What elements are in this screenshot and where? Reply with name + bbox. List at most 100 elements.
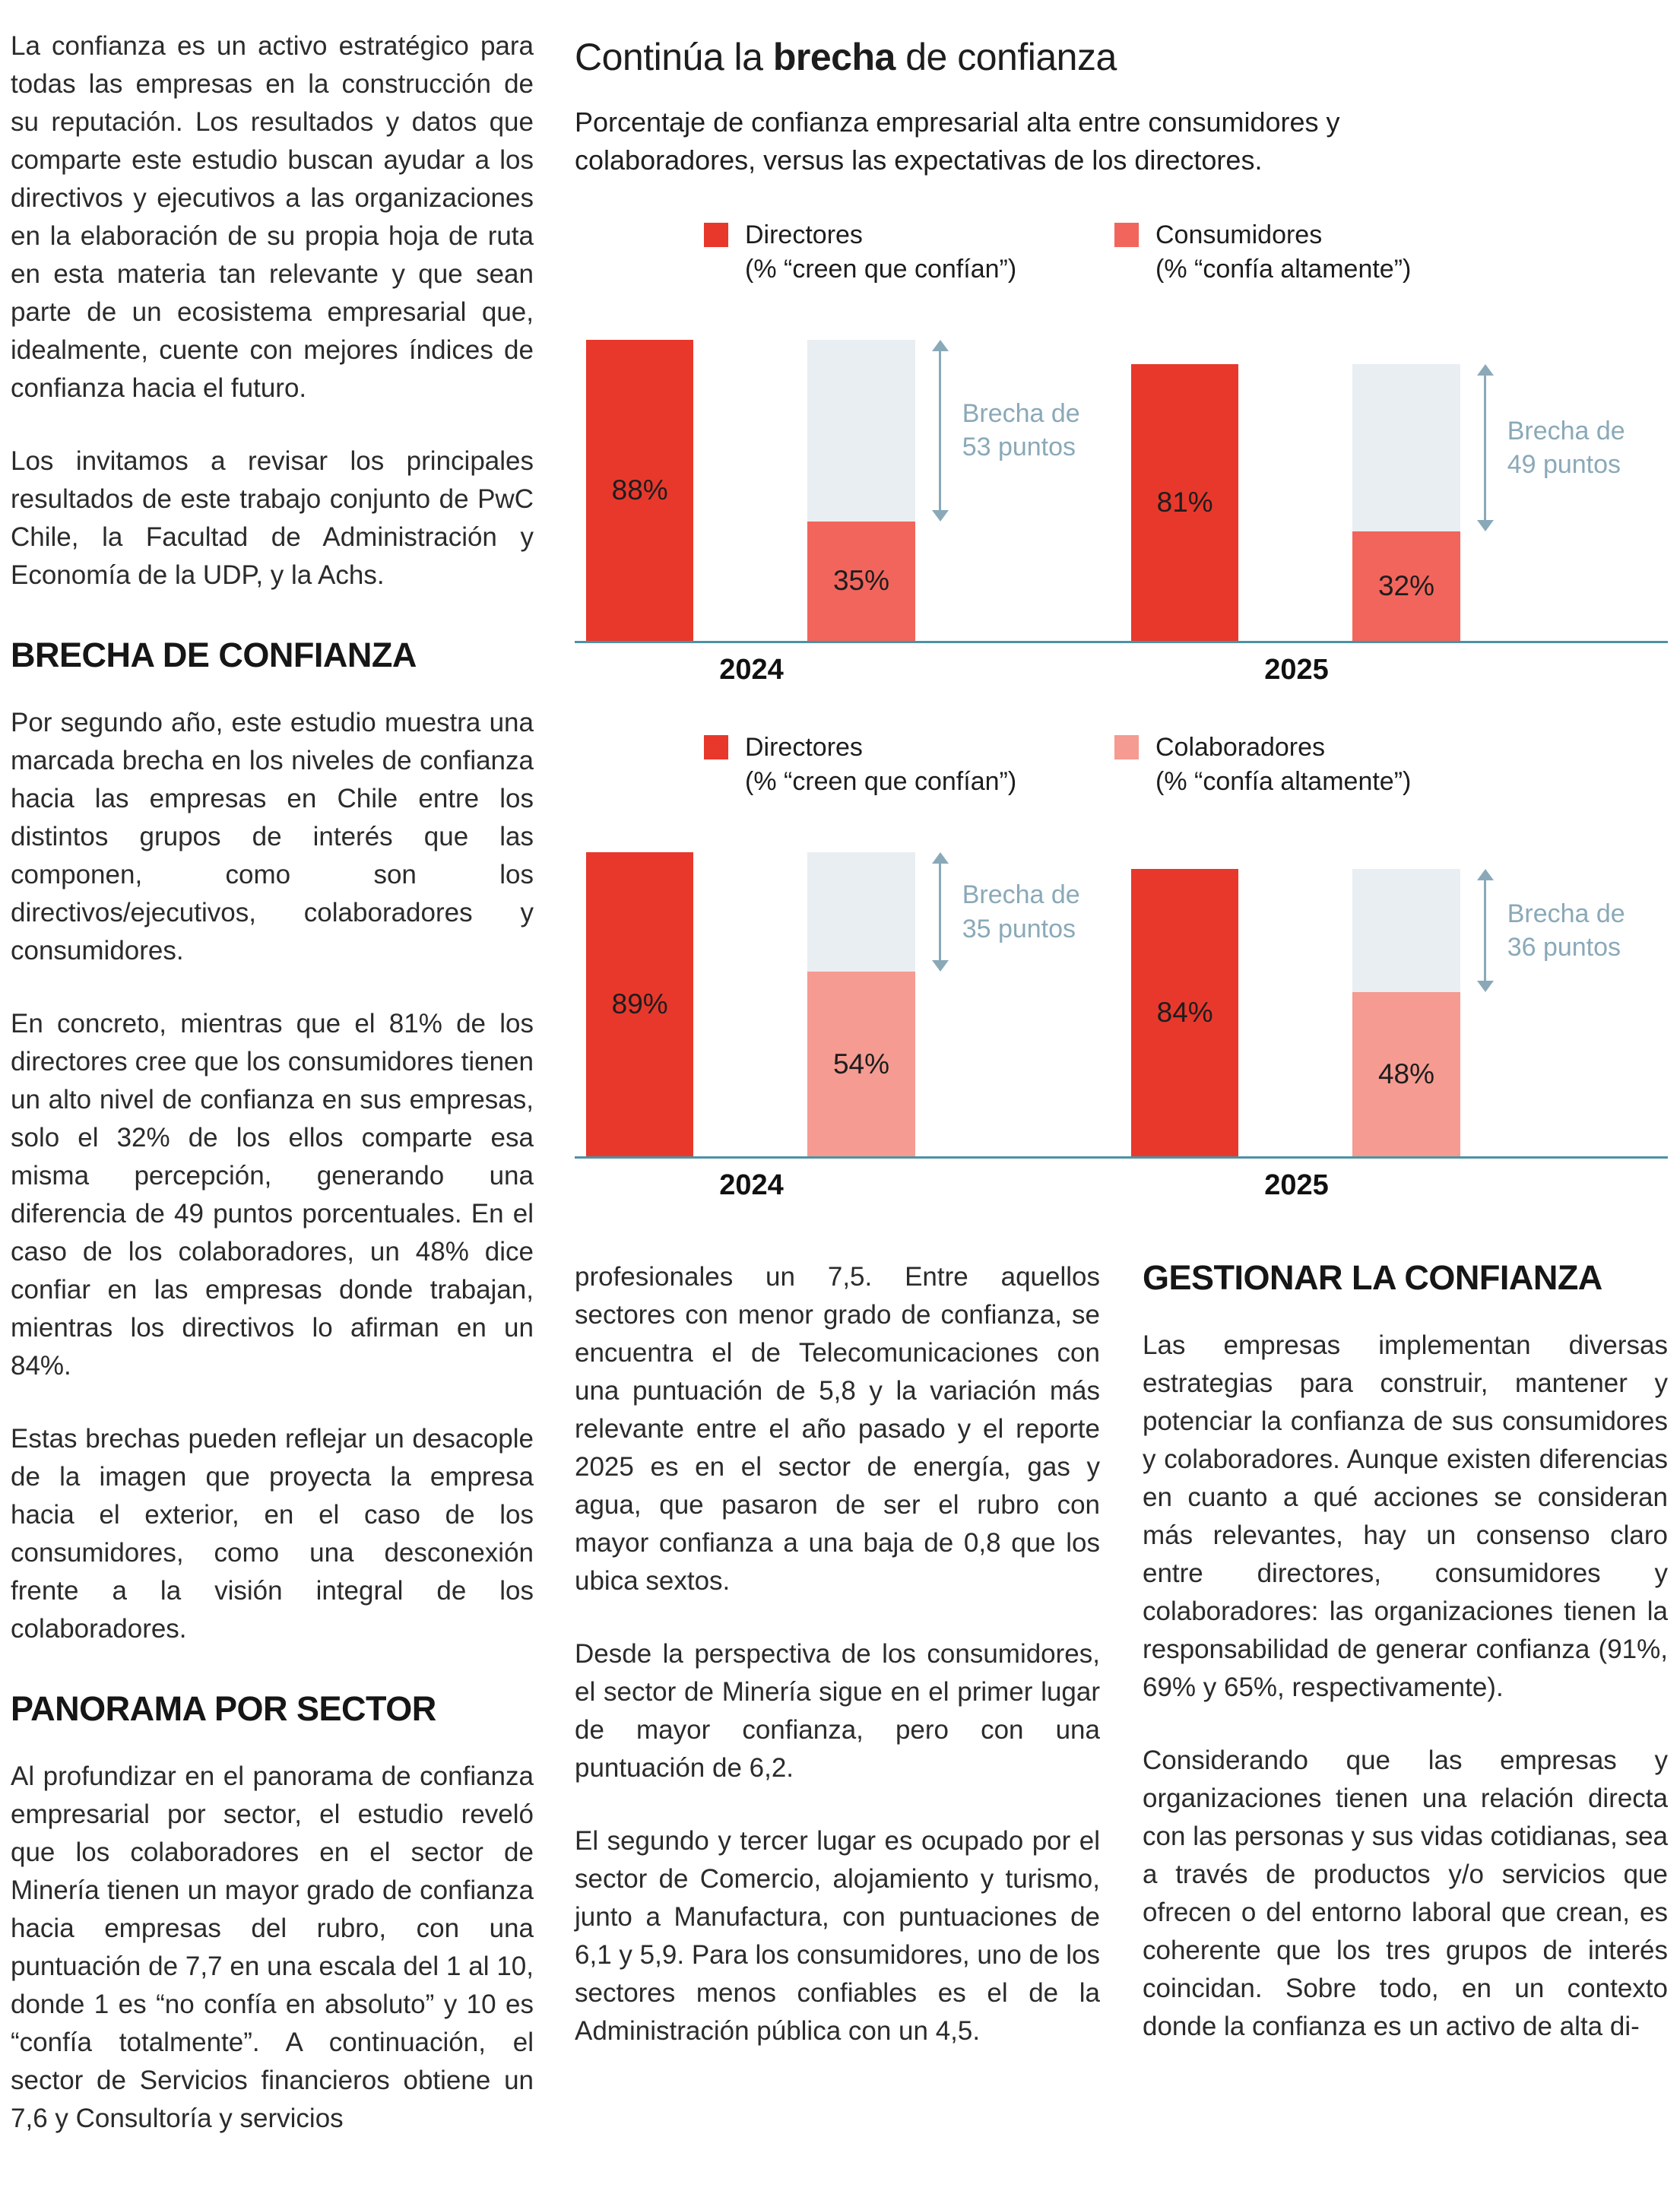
legend-swatch: [704, 735, 728, 760]
expectation-gap-bar: 54%: [807, 851, 915, 1157]
gap-annotation: Brecha de 53 puntos: [962, 340, 1120, 641]
arrow-down-icon: [1476, 520, 1494, 532]
right-region: Continúa la brecha de confianza Porcenta…: [575, 27, 1668, 2173]
gap-annotation-text: Brecha de 36 puntos: [1507, 899, 1625, 962]
arrow-shaft: [1484, 375, 1487, 521]
bar-group-2025: 81% 32% Brecha de 49 puntos: [1120, 363, 1665, 642]
legend-item: Consumidores (% “confía altamente”): [1114, 218, 1525, 287]
paragraph: Considerando que las empresas y organiza…: [1143, 1746, 1668, 2042]
bar-group-2024: 88% 35% Brecha de 53 puntos: [575, 340, 1120, 642]
section-heading-panorama: PANORAMA POR SECTOR: [11, 1689, 436, 1728]
arrow-down-icon: [1476, 981, 1494, 993]
left-text-column: La confianza es un activo estratégico pa…: [11, 27, 534, 2173]
chart-title: Continúa la brecha de confianza: [575, 35, 1668, 79]
paragraph: Las empresas implementan diversas estrat…: [1143, 1330, 1668, 1703]
gap-arrow: [1476, 363, 1495, 642]
legend-swatch: [1114, 735, 1139, 760]
trust-gap-figure: Continúa la brecha de confianza Porcenta…: [575, 35, 1668, 1202]
year-label: 2025: [1264, 1169, 1329, 1202]
group-value-label: 35%: [832, 565, 890, 597]
year-label: 2024: [719, 1169, 784, 1202]
year-label: 2025: [1264, 654, 1329, 686]
chart-subtitle: Porcentaje de confianza empresarial alta…: [575, 106, 1340, 176]
gap-annotation: Brecha de 49 puntos: [1507, 364, 1665, 642]
gap-annotation: Brecha de 35 puntos: [962, 852, 1120, 1157]
chart-legend: Directores (% “creen que confían”) Colabor…: [704, 731, 1668, 799]
arrow-shaft: [1484, 880, 1487, 981]
paragraph: Por segundo año, este estudio muestra un…: [11, 708, 534, 965]
paragraph: Al profundizar en el panorama de confian…: [11, 1761, 534, 2133]
expectation-gap-bar: 32%: [1352, 363, 1460, 642]
paragraph: Estas brechas pueden reflejar un desacop…: [11, 1424, 534, 1644]
chart-axis-line: [575, 1156, 1668, 1159]
section-heading-brecha: BRECHA DE CONFIANZA: [11, 636, 417, 674]
chart-years: 2024 2025: [575, 654, 1668, 686]
arrow-down-icon: [931, 960, 949, 972]
director-bar: 81%: [1131, 363, 1239, 642]
chart-years: 2024 2025: [575, 1169, 1668, 1202]
legend-item: Colaboradores (% “confía altamente”): [1114, 731, 1525, 799]
director-value-label: 88%: [611, 474, 668, 506]
trust-gap-chart-employees: Directores (% “creen que confían”) Colabor…: [575, 731, 1668, 1202]
director-bar: 84%: [1131, 869, 1239, 1157]
legend-swatch: [704, 223, 728, 248]
gap-arrow: [930, 851, 950, 1157]
section-heading-gestionar: GESTIONAR LA CONFIANZA: [1143, 1258, 1602, 1298]
middle-text-column: profesionales un 7,5. Entre aquellos sec…: [575, 1258, 1100, 2085]
chart-legend: Directores (% “creen que confían”) Consumi…: [704, 218, 1668, 287]
director-bar: 89%: [586, 851, 694, 1157]
group-value-label: 48%: [1377, 1058, 1435, 1090]
consumidores-bar: 32%: [1352, 531, 1460, 642]
paragraph: En concreto, mientras que el 81% de los …: [11, 1009, 534, 1381]
chart-plot: 88% 35% Brecha de 53 puntos 81% 32% Brecha de 4…: [575, 340, 1668, 642]
arrow-shaft: [939, 351, 942, 510]
chart-plot: 89% 54% Brecha de 35 puntos 84% 48% Brecha de 3…: [575, 851, 1668, 1157]
paragraph: profesionales un 7,5. Entre aquellos sec…: [575, 1262, 1100, 1596]
year-label: 2024: [719, 654, 784, 686]
group-value-label: 32%: [1377, 570, 1435, 602]
legend-label: Colaboradores (% “confía altamente”): [1155, 733, 1412, 796]
expectation-gap-bar: 48%: [1352, 869, 1460, 1157]
legend-label: Consumidores (% “confía altamente”): [1155, 220, 1412, 284]
chart-title-bold: brecha: [772, 36, 895, 78]
arrow-up-icon: [931, 340, 949, 352]
director-bar: 88%: [586, 340, 694, 642]
gap-annotation-text: Brecha de 53 puntos: [962, 399, 1080, 462]
chart-axis-line: [575, 641, 1668, 644]
bottom-text-columns: profesionales un 7,5. Entre aquellos sec…: [575, 1258, 1668, 2085]
trust-gap-chart-consumers: Directores (% “creen que confían”) Consumi…: [575, 218, 1668, 686]
paragraph: La confianza es un activo estratégico pa…: [11, 31, 534, 403]
director-value-label: 89%: [611, 988, 668, 1020]
legend-label: Directores (% “creen que confían”): [745, 220, 1017, 284]
paragraph: El segundo y tercer lugar es ocupado por…: [575, 1826, 1100, 2047]
arrow-up-icon: [1476, 363, 1494, 376]
legend-swatch: [1114, 223, 1139, 248]
gap-arrow: [930, 340, 950, 641]
legend-item: Directores (% “creen que confían”): [704, 218, 1114, 287]
chart-title-pre: Continúa la: [575, 36, 773, 78]
gap-annotation-text: Brecha de 35 puntos: [962, 880, 1080, 943]
consumidores-bar: 35%: [807, 521, 915, 642]
arrow-up-icon: [1476, 869, 1494, 881]
arrow-up-icon: [931, 851, 949, 864]
chart-title-post: de confianza: [895, 36, 1117, 78]
legend-item: Directores (% “creen que confían”): [704, 731, 1114, 799]
gap-arrow: [1476, 869, 1495, 1156]
bar-group-2025: 84% 48% Brecha de 36 puntos: [1120, 869, 1665, 1157]
legend-label: Directores (% “creen que confían”): [745, 733, 1017, 796]
arrow-down-icon: [931, 509, 949, 522]
paragraph: Los invitamos a revisar los principales …: [11, 446, 534, 590]
colaboradores-bar: 48%: [1352, 992, 1460, 1157]
right-text-column: GESTIONAR LA CONFIANZA Las empresas impl…: [1143, 1258, 1668, 2085]
arrow-shaft: [939, 863, 942, 961]
group-value-label: 54%: [832, 1048, 890, 1080]
colaboradores-bar: 54%: [807, 972, 915, 1157]
gap-annotation: Brecha de 36 puntos: [1507, 869, 1665, 1156]
director-value-label: 81%: [1156, 486, 1213, 518]
expectation-gap-bar: 35%: [807, 340, 915, 642]
bar-group-2024: 89% 54% Brecha de 35 puntos: [575, 851, 1120, 1157]
gap-annotation-text: Brecha de 49 puntos: [1507, 416, 1625, 479]
director-value-label: 84%: [1156, 997, 1213, 1029]
paragraph: Desde la perspectiva de los consumidores…: [575, 1639, 1100, 1784]
